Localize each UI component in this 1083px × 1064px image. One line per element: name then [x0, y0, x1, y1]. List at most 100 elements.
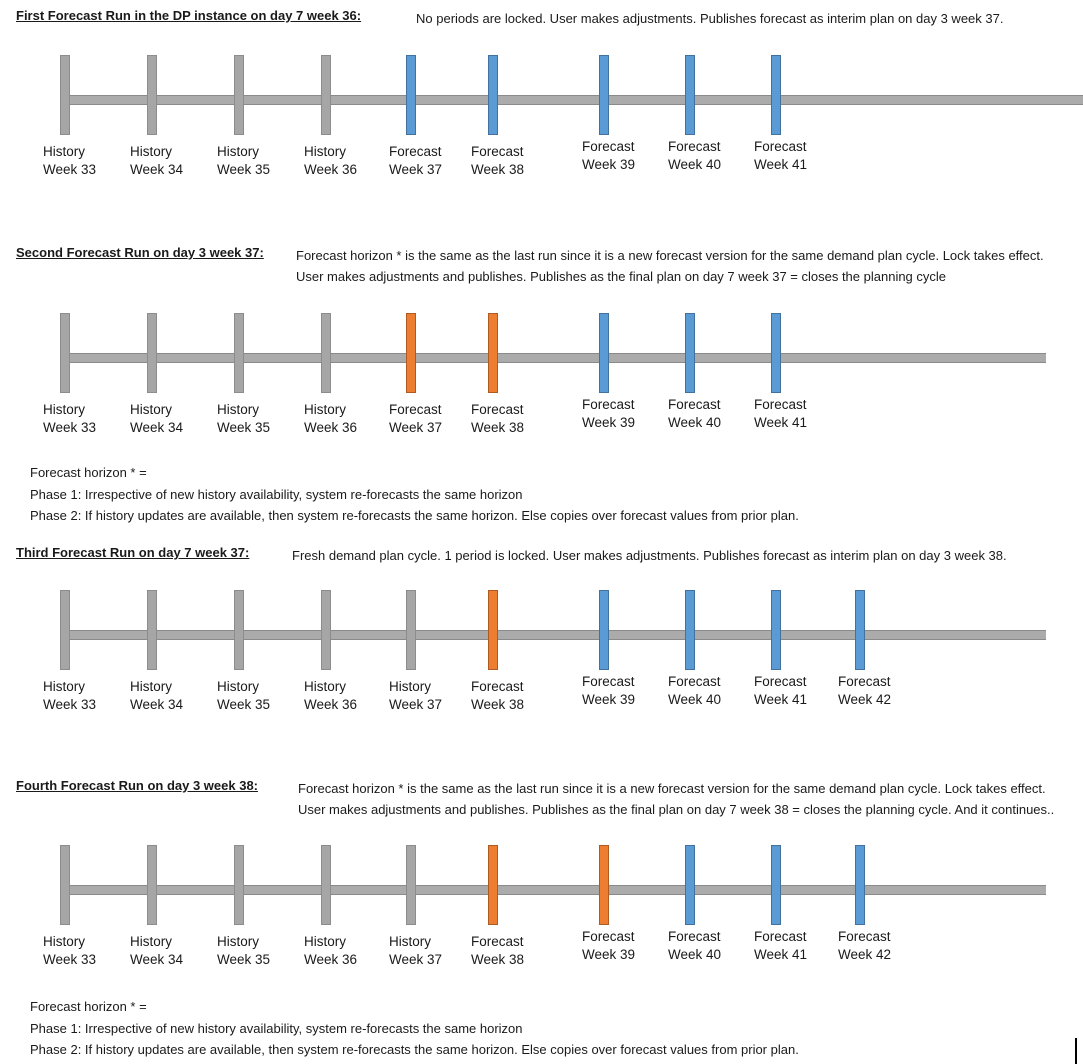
period-week: Week 41 — [754, 157, 808, 172]
period-label: History Week 33 — [43, 401, 131, 437]
timeline: History Week 33 History Week 34 History Week … — [0, 845, 1083, 985]
period-label: Forecast Week 41 — [754, 396, 842, 432]
period-type: History — [130, 402, 173, 417]
period-week: Week 35 — [217, 420, 271, 435]
timeline-tick-history — [147, 845, 157, 925]
period-week: Week 37 — [389, 697, 443, 712]
period-label: Forecast Week 37 — [389, 401, 477, 437]
section-description: No periods are locked. User makes adjust… — [416, 11, 1004, 26]
period-label: History Week 35 — [217, 678, 305, 714]
period-type: Forecast — [582, 674, 635, 689]
period-label: Forecast Week 40 — [668, 138, 756, 174]
period-type: History — [130, 934, 173, 949]
period-type: Forecast — [471, 679, 524, 694]
period-week: Week 38 — [471, 162, 525, 177]
period-type: Forecast — [471, 934, 524, 949]
period-label: Forecast Week 41 — [754, 673, 842, 709]
timeline-tick-history — [234, 845, 244, 925]
period-label: Forecast Week 42 — [838, 673, 926, 709]
timeline-tick-forecast — [771, 313, 781, 393]
period-week: Week 34 — [130, 162, 184, 177]
timeline-bar — [61, 885, 1046, 895]
timeline-tick-history — [147, 313, 157, 393]
period-week: Week 40 — [668, 947, 722, 962]
period-label: Forecast Week 38 — [471, 401, 559, 437]
period-week: Week 37 — [389, 952, 443, 967]
timeline-tick-locked — [488, 590, 498, 670]
period-label: Forecast Week 38 — [471, 678, 559, 714]
period-week: Week 34 — [130, 420, 184, 435]
period-label: Forecast Week 42 — [838, 928, 926, 964]
period-label: Forecast Week 38 — [471, 143, 559, 179]
timeline-tick-locked — [488, 313, 498, 393]
section-title: Third Forecast Run on day 7 week 37: — [16, 545, 250, 560]
timeline-tick-forecast — [685, 313, 695, 393]
period-type: History — [217, 144, 260, 159]
period-label: Forecast Week 41 — [754, 138, 842, 174]
period-week: Week 37 — [389, 420, 443, 435]
timeline-tick-forecast — [855, 590, 865, 670]
period-label: History Week 36 — [304, 401, 392, 437]
timeline: History Week 33 History Week 34 History Week … — [0, 590, 1083, 730]
period-label: Forecast Week 41 — [754, 928, 842, 964]
timeline-bar — [61, 95, 1083, 105]
timeline-tick-forecast — [406, 55, 416, 135]
period-label: Forecast Week 38 — [471, 933, 559, 969]
period-label: History Week 37 — [389, 678, 477, 714]
section-title: First Forecast Run in the DP instance on… — [16, 8, 362, 23]
timeline-tick-locked — [488, 845, 498, 925]
period-label: History Week 35 — [217, 401, 305, 437]
period-week: Week 38 — [471, 952, 525, 967]
screen-edge-artifact — [1075, 1038, 1077, 1064]
period-label: History Week 34 — [130, 933, 218, 969]
period-type: History — [130, 679, 173, 694]
timeline: History Week 33 History Week 34 History Week … — [0, 55, 1083, 195]
timeline-tick-locked — [406, 313, 416, 393]
period-week: Week 38 — [471, 697, 525, 712]
forecast-horizon-footnote: Forecast horizon * = Phase 1: Irrespectiv… — [30, 462, 799, 527]
period-type: Forecast — [582, 929, 635, 944]
timeline-tick-history — [406, 590, 416, 670]
period-label: Forecast Week 40 — [668, 673, 756, 709]
footnote-line: Phase 1: Irrespective of new history ava… — [30, 1020, 523, 1036]
period-type: Forecast — [668, 139, 721, 154]
period-week: Week 41 — [754, 415, 808, 430]
period-label: History Week 36 — [304, 143, 392, 179]
period-type: Forecast — [754, 139, 807, 154]
period-label: History Week 36 — [304, 933, 392, 969]
period-type: Forecast — [754, 397, 807, 412]
period-label: History Week 36 — [304, 678, 392, 714]
period-type: History — [304, 144, 347, 159]
footnote-line: Phase 2: If history updates are availabl… — [30, 508, 799, 523]
period-week: Week 34 — [130, 697, 184, 712]
period-type: Forecast — [754, 674, 807, 689]
period-week: Week 36 — [304, 697, 358, 712]
period-type: Forecast — [668, 397, 721, 412]
timeline-tick-forecast — [685, 55, 695, 135]
period-label: Forecast Week 39 — [582, 673, 670, 709]
period-type: Forecast — [838, 929, 891, 944]
period-week: Week 36 — [304, 162, 358, 177]
period-week: Week 40 — [668, 415, 722, 430]
section-description: Forecast horizon * is the same as the la… — [296, 248, 1044, 284]
timeline-tick-history — [147, 55, 157, 135]
period-week: Week 37 — [389, 162, 443, 177]
timeline-tick-history — [60, 313, 70, 393]
footnote-line: Phase 2: If history updates are availabl… — [30, 1042, 799, 1057]
timeline-tick-forecast — [599, 55, 609, 135]
period-label: Forecast Week 40 — [668, 396, 756, 432]
period-type: History — [389, 934, 432, 949]
timeline-tick-forecast — [855, 845, 865, 925]
period-label: Forecast Week 40 — [668, 928, 756, 964]
period-type: Forecast — [471, 144, 524, 159]
period-week: Week 39 — [582, 947, 636, 962]
period-type: Forecast — [668, 929, 721, 944]
period-type: Forecast — [754, 929, 807, 944]
period-label: Forecast Week 37 — [389, 143, 477, 179]
period-label: Forecast Week 39 — [582, 928, 670, 964]
timeline-tick-forecast — [685, 845, 695, 925]
period-week: Week 33 — [43, 697, 97, 712]
period-type: History — [43, 402, 86, 417]
timeline-tick-history — [147, 590, 157, 670]
